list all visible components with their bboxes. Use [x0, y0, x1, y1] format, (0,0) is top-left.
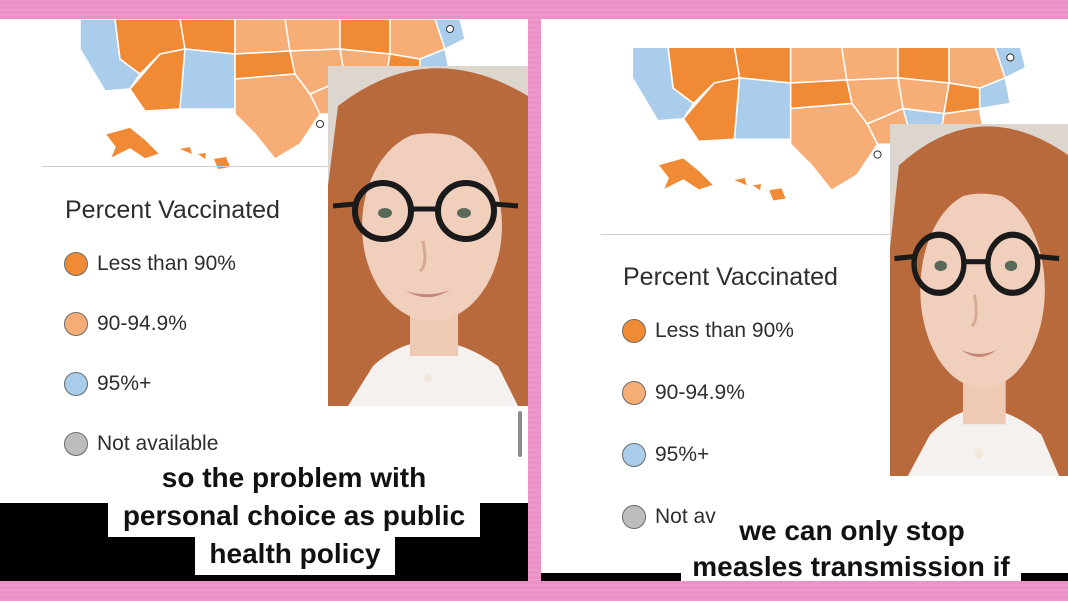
- orange-dot-icon: [622, 319, 646, 343]
- legend-item-90-94-9: 90-94.9%: [64, 312, 187, 336]
- person-face-icon: [890, 124, 1068, 476]
- person-face-icon: [328, 66, 528, 406]
- legend-item-not-available: Not av: [622, 505, 716, 529]
- legend-label: Less than 90%: [97, 252, 236, 275]
- legend-item-less-than-90: Less than 90%: [64, 252, 236, 276]
- caption-line-1: we can only stop: [731, 510, 973, 552]
- legend-label: Less than 90%: [655, 319, 794, 342]
- legend-item-95-plus: 95%+: [64, 372, 151, 396]
- orange-dot-icon: [64, 252, 88, 276]
- caption-line-2: personal choice as public: [108, 495, 480, 537]
- legend-item-95-plus: 95%+: [622, 443, 709, 467]
- legend-label: 90-94.9%: [655, 381, 745, 404]
- legend-item-less-than-90: Less than 90%: [622, 319, 794, 343]
- right-video-panel: Percent Vaccinated Less than 90% 90-94.9…: [541, 19, 1068, 581]
- legend-item-not-available: Not available: [64, 432, 218, 456]
- light-orange-dot-icon: [64, 312, 88, 336]
- person-video-overlay: [890, 124, 1068, 476]
- map-divider: [601, 234, 931, 235]
- blue-dot-icon: [622, 443, 646, 467]
- scrollbar[interactable]: [518, 411, 522, 457]
- legend-label: 90-94.9%: [97, 312, 187, 335]
- legend-title: Percent Vaccinated: [65, 196, 280, 224]
- legend-label: 95%+: [97, 372, 152, 395]
- person-video-overlay: [328, 66, 528, 406]
- legend-label: Not available: [97, 432, 219, 455]
- caption-line-3: health policy: [195, 533, 395, 575]
- light-orange-dot-icon: [622, 381, 646, 405]
- caption-line-2: measles transmission if: [681, 546, 1021, 581]
- legend-label: 95%+: [655, 443, 710, 466]
- blue-dot-icon: [64, 372, 88, 396]
- legend-label: Not av: [655, 505, 716, 528]
- caption-line-1: so the problem with: [155, 457, 433, 499]
- legend-item-90-94-9: 90-94.9%: [622, 381, 745, 405]
- map-divider: [42, 166, 482, 167]
- gray-dot-icon: [622, 505, 646, 529]
- left-video-panel: Percent Vaccinated Less than 90% 90-94.9…: [0, 19, 528, 581]
- gray-dot-icon: [64, 432, 88, 456]
- legend-title: Percent Vaccinated: [623, 263, 838, 291]
